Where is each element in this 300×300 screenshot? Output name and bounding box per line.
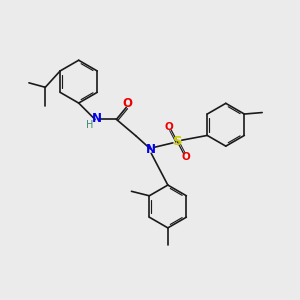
Text: S: S: [172, 135, 182, 148]
Text: N: N: [146, 142, 156, 156]
Text: O: O: [165, 122, 173, 132]
Text: N: N: [92, 112, 102, 125]
Text: O: O: [123, 98, 133, 110]
Text: O: O: [181, 152, 190, 161]
Text: H: H: [86, 120, 93, 130]
